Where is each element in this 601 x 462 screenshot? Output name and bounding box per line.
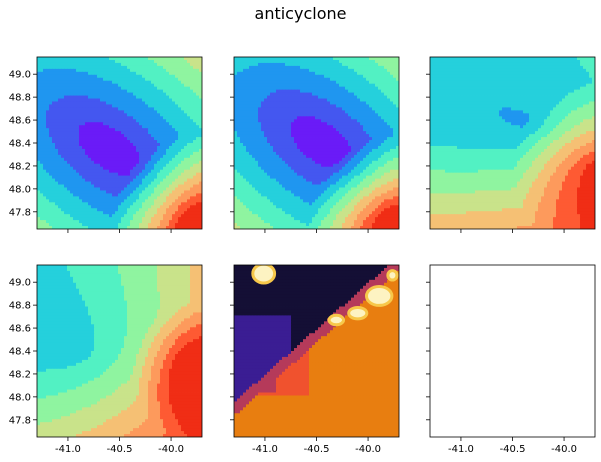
subplot-5: -41.0 -40.5 -40.0	[230, 264, 400, 455]
y-tick-label: 48.4	[9, 139, 31, 150]
y-tick-label: 48.4	[9, 347, 31, 358]
y-tick-label: 48.0	[9, 392, 31, 403]
y-tick-label: 48.6	[9, 324, 31, 335]
x-tick-label: -41.0	[55, 444, 81, 455]
x-tick-label: -40.5	[500, 444, 526, 455]
bright-blob	[364, 285, 394, 307]
bright-blob	[347, 305, 369, 321]
contour-fill	[37, 265, 202, 437]
y-tick-label: 48.8	[9, 301, 31, 312]
contour-fill	[234, 57, 399, 229]
subplot-4: -41.0 -40.5 -40.0 47.8 48.0 48.2 48.4 48.6 48.8 4…	[9, 264, 203, 455]
subplot-6: -41.0 -40.5 -40.0	[426, 264, 596, 455]
x-tick-label: -40.0	[355, 444, 381, 455]
bright-blob	[251, 265, 277, 285]
axes-frame	[429, 264, 596, 438]
y-tick-label: 48.2	[9, 161, 31, 172]
figure-title: anticyclone	[254, 4, 347, 23]
subplot-3	[426, 56, 596, 233]
x-tick-label: -40.0	[158, 444, 184, 455]
x-tick-label: -41.0	[252, 444, 278, 455]
subplot-2	[230, 56, 400, 233]
y-tick-label: 47.8	[9, 207, 31, 218]
x-tick-label: -41.0	[448, 444, 474, 455]
y-tick-label: 49.0	[9, 70, 31, 81]
subplot-1: 47.8 48.0 48.2 48.4 48.6 48.8 49.0	[9, 56, 203, 233]
x-tick-label: -40.5	[304, 444, 330, 455]
bright-blob	[386, 269, 399, 282]
contour-fill	[234, 265, 399, 437]
bright-blob	[327, 313, 346, 327]
y-tick-label: 48.8	[9, 93, 31, 104]
y-tick-label: 47.8	[9, 415, 31, 426]
y-tick-label: 48.0	[9, 184, 31, 195]
y-tick-label: 49.0	[9, 278, 31, 289]
contour-fill	[430, 57, 595, 229]
y-tick-label: 48.6	[9, 116, 31, 127]
x-tick-label: -40.5	[107, 444, 133, 455]
contour-fill	[37, 57, 202, 229]
y-tick-label: 48.2	[9, 369, 31, 380]
x-tick-label: -40.0	[551, 444, 577, 455]
